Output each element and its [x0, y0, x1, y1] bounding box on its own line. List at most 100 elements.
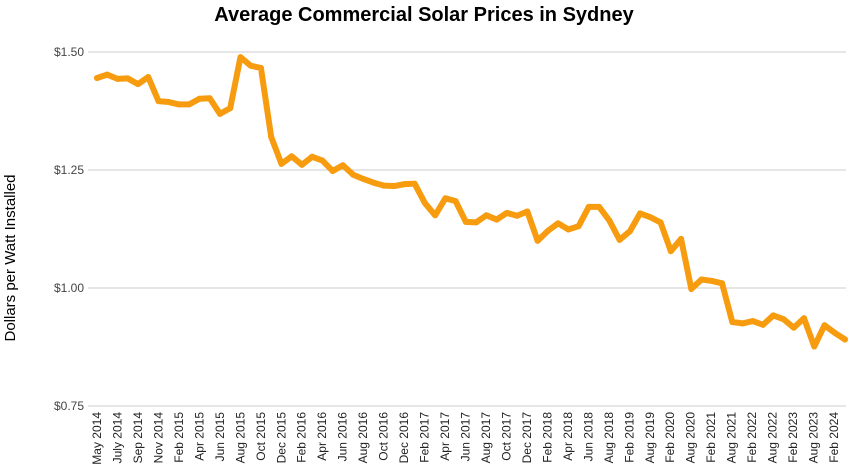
y-tick-label: $1.50 [54, 45, 84, 59]
data-point [421, 200, 428, 207]
x-tick-label: Feb 2018 [540, 412, 554, 463]
x-tick-label: Sep 2014 [131, 412, 145, 464]
x-tick-label: Aug 2016 [356, 412, 370, 464]
data-point [575, 223, 582, 230]
data-point [370, 179, 377, 186]
x-tick-label: Aug 2019 [643, 412, 657, 464]
data-point [729, 318, 736, 325]
x-tick-label: Aug 2022 [766, 412, 780, 464]
data-point [821, 322, 828, 329]
x-tick-label: Oct 2016 [377, 412, 391, 461]
data-point [104, 71, 111, 78]
data-point [432, 212, 439, 219]
data-point [411, 180, 418, 187]
data-point [811, 343, 818, 350]
x-tick-label: Aug 2015 [233, 412, 247, 464]
data-point [452, 198, 459, 205]
y-tick-label: $0.75 [54, 399, 84, 413]
data-point [503, 209, 510, 216]
x-axis-ticks: May 2014 July 2014 Sep 2014 Nov 2014 Feb 201… [90, 412, 841, 465]
data-point [401, 181, 408, 188]
x-tick-label: Nov 2014 [151, 412, 165, 464]
data-point [544, 227, 551, 234]
x-tick-label: Feb 2015 [172, 412, 186, 463]
data-point [237, 54, 244, 61]
x-tick-label: July 2014 [111, 412, 125, 464]
data-point [360, 175, 367, 182]
x-tick-label: Aug 2020 [684, 412, 698, 464]
data-point [473, 219, 480, 226]
data-point [309, 153, 316, 160]
x-tick-label: Jun 2018 [581, 412, 595, 462]
data-point [790, 324, 797, 331]
data-point [114, 75, 121, 82]
data-point [94, 74, 100, 81]
data-point [596, 203, 603, 210]
x-tick-label: Feb 2024 [827, 412, 841, 463]
data-point [842, 336, 848, 343]
data-point [216, 110, 223, 117]
data-point [555, 220, 562, 227]
x-tick-label: Jun 2017 [459, 412, 473, 462]
y-tick-label: $1.00 [54, 281, 84, 295]
data-point [688, 285, 695, 292]
data-point [462, 218, 469, 225]
data-point [145, 74, 152, 81]
data-point [329, 167, 336, 174]
y-axis-ticks: $0.75 $1.00 $1.25 $1.50 [54, 45, 84, 413]
data-point [760, 321, 767, 328]
data-point [442, 195, 449, 202]
x-tick-label: Dec 2015 [274, 412, 288, 464]
data-point [206, 95, 213, 102]
data-point [227, 105, 234, 112]
x-tick-label: Apr 2016 [315, 412, 329, 461]
y-axis-label: Dollars per Watt Installed [2, 174, 19, 341]
data-point [483, 212, 490, 219]
x-tick-label: Feb 2021 [704, 412, 718, 463]
x-tick-label: Feb 2017 [418, 412, 432, 463]
data-point [780, 316, 787, 323]
x-tick-label: Dec 2016 [397, 412, 411, 464]
data-point [186, 101, 193, 108]
data-point [708, 277, 715, 284]
data-point [247, 62, 254, 69]
x-tick-label: Aug 2017 [479, 412, 493, 464]
data-point [493, 216, 500, 223]
data-point [637, 210, 644, 217]
x-tick-label: Jun 2015 [213, 412, 227, 462]
x-tick-label: May 2014 [90, 412, 104, 465]
x-tick-label: Apr 2018 [561, 412, 575, 461]
data-point [565, 226, 572, 233]
data-point [196, 95, 203, 102]
x-tick-label: Apr 2015 [192, 412, 206, 461]
x-tick-label: Feb 2023 [786, 412, 800, 463]
x-tick-label: Aug 2021 [725, 412, 739, 464]
x-tick-label: Dec 2017 [520, 412, 534, 464]
data-point [616, 236, 623, 243]
data-point [749, 318, 756, 325]
data-point [698, 276, 705, 283]
data-point [657, 219, 664, 226]
data-point [257, 65, 264, 72]
x-tick-label: Feb 2022 [745, 412, 759, 463]
data-point [339, 162, 346, 169]
data-points [94, 54, 848, 350]
data-point [719, 280, 726, 287]
x-tick-label: Feb 2020 [663, 412, 677, 463]
data-point [298, 161, 305, 168]
data-point [524, 208, 531, 215]
x-tick-label: Aug 2018 [602, 412, 616, 464]
data-point [350, 171, 357, 178]
x-tick-label: Oct 2017 [499, 412, 513, 461]
data-point [165, 99, 172, 106]
gridlines [88, 51, 846, 407]
data-point [278, 160, 285, 167]
x-tick-label: Feb 2019 [622, 412, 636, 463]
data-point [647, 214, 654, 221]
data-point [770, 312, 777, 319]
data-point [585, 203, 592, 210]
data-point [391, 183, 398, 190]
chart-title: Average Commercial Solar Prices in Sydne… [214, 4, 634, 26]
data-point [514, 212, 521, 219]
